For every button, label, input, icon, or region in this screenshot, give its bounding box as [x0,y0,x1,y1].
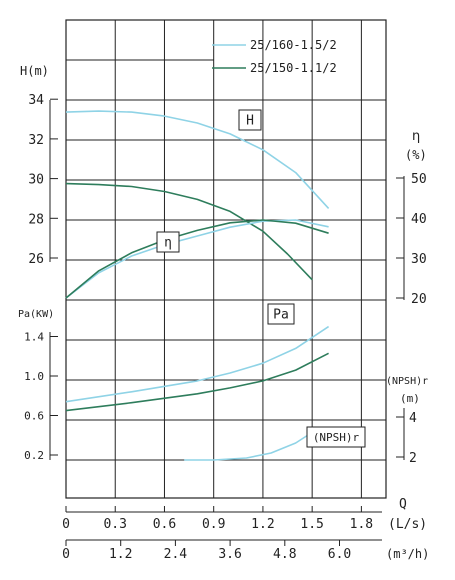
series-line-eta [65,219,329,299]
npsh-curve-label-box [306,426,366,448]
q-m3h-axis-tick-label: 4.8 [273,547,296,562]
series-line-Pa [65,325,330,403]
q-ls-axis-tick-label: 0 [62,517,70,532]
eta-curve-label: η [164,236,172,251]
grid [65,19,387,499]
plot-frame [65,19,387,499]
h-axis-label: H(m) [20,64,49,78]
q-m3h-axis-tick-label: 6.0 [328,547,351,562]
eta-axis-label: η [412,129,420,144]
eta-axis-tick-label: 50 [411,172,427,187]
npsh-axis-tick-label: 4 [409,411,417,426]
eta-axis-tick-label: 20 [411,292,427,307]
eta-axis-tick-label: 30 [411,252,427,267]
pa-curve-label-box [267,303,295,325]
pa-axis-tick-label: 0.6 [24,410,44,423]
legend-entry: 25/160-1.5/2 [250,38,337,52]
q-axis-title: Q [399,497,407,512]
series-line-H [65,110,330,209]
eta-axis-unit: (%) [405,148,427,162]
q-ls-axis-tick-label: 1.2 [251,517,274,532]
eta-curve-label-box [156,231,180,253]
q-ls-axis-label: (L/s) [388,517,427,532]
series-group [65,110,330,461]
q-ls-axis-tick-label: 0.3 [103,517,126,532]
q-ls-axis-tick-label: 1.5 [300,517,323,532]
npsh-axis-unit: (m) [400,392,420,405]
npsh-axis-tick-label: 2 [409,451,417,466]
q-ls-axis-tick-label: 0.9 [202,517,225,532]
axes: H(m)2628303234Pa(KW)0.20.61.01.4η(%)2030… [18,64,429,562]
h-axis-tick-label: 28 [28,212,44,227]
q-ls-axis-tick-label: 1.8 [350,517,373,532]
q-ls-axis-tick-label: 0.6 [153,517,176,532]
label-group: 25/160-1.5/2 25/150-1.1/2 Hη Pa (NPSH)r [156,38,366,448]
pa-curve-label: Pa [273,308,289,323]
series-line-Pa [65,352,329,412]
q-m3h-axis-label: (m³/h) [386,547,429,561]
series-line-npsh [184,426,321,461]
series-line-eta [65,219,329,299]
h-curve-label: H [246,114,254,129]
h-curve-label-box [238,109,262,131]
pa-axis-tick-label: 0.2 [24,449,44,462]
pa-axis-label: Pa(KW) [18,309,54,320]
series-line-H [65,182,313,281]
q-m3h-axis-tick-label: 3.6 [218,547,241,562]
h-axis-tick-label: 32 [28,133,44,148]
q-m3h-axis-tick-label: 2.4 [164,547,188,562]
pa-axis-tick-label: 1.4 [24,331,44,344]
q-m3h-axis-tick-label: 1.2 [109,547,132,562]
h-axis-tick-label: 34 [28,93,44,108]
npsh-axis-label: (NPSH)r [386,376,428,387]
npsh-curve-label: (NPSH)r [313,431,360,444]
legend-entry: 25/150-1.1/2 [250,61,337,75]
q-m3h-axis-tick-label: 0 [62,547,70,562]
eta-axis-tick-label: 40 [411,212,427,227]
h-axis-tick-label: 26 [28,252,44,267]
pa-axis-tick-label: 1.0 [24,370,44,383]
h-axis-tick-label: 30 [28,173,44,188]
